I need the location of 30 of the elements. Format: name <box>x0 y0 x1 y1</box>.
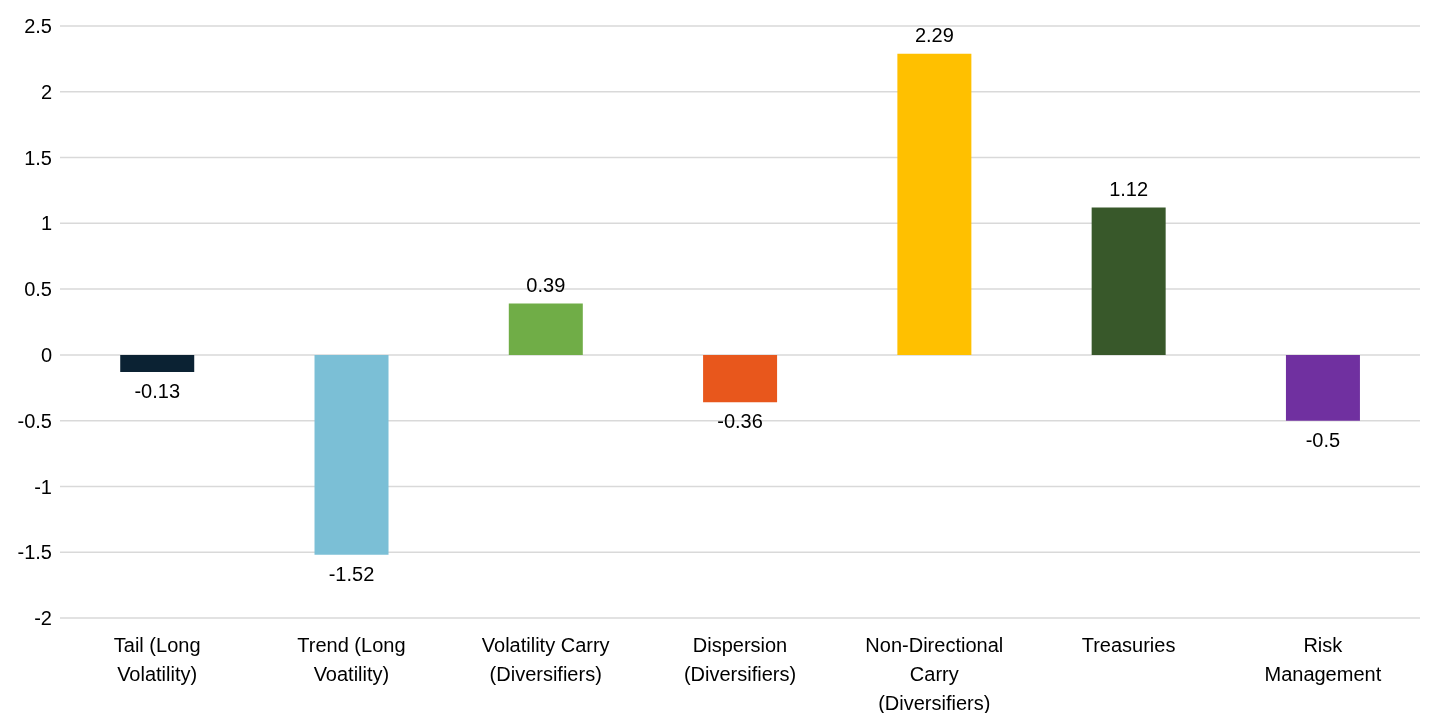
bar <box>508 303 583 355</box>
data-label: 1.12 <box>1109 177 1149 200</box>
data-label: -0.13 <box>134 379 181 402</box>
x-tick-label: Trend (Long Voatility) <box>297 634 406 685</box>
x-tick-label: Volatility Carry (Diversifiers) <box>481 634 610 685</box>
y-tick-label: -0.5 <box>17 409 52 432</box>
x-tick-label: Tail (Long Volatility) <box>113 634 201 685</box>
data-label: 2.29 <box>914 23 954 46</box>
y-tick-label: -2 <box>34 607 52 630</box>
bar <box>1091 207 1166 355</box>
y-tick-label: 2 <box>40 80 52 103</box>
bar <box>120 354 195 372</box>
y-tick-label: 1 <box>40 212 52 235</box>
y-tick-label: -1 <box>34 475 52 498</box>
data-label: -1.52 <box>328 562 375 585</box>
bar <box>703 354 778 403</box>
y-tick-label: 1.5 <box>24 146 52 169</box>
y-tick-label: 2.5 <box>24 15 52 38</box>
data-label: -0.36 <box>717 410 763 433</box>
bar <box>314 354 389 555</box>
y-tick-label: -1.5 <box>17 541 52 564</box>
y-tick-label: 0.5 <box>24 278 52 301</box>
y-tick-label: 0 <box>40 343 52 366</box>
bar <box>1285 354 1360 421</box>
x-tick-label: Dispersion (Diversifiers) <box>683 634 797 685</box>
x-tick-label: Risk Management <box>1264 634 1382 685</box>
data-label: 0.39 <box>526 273 566 296</box>
bar <box>897 53 972 355</box>
data-label: -0.5 <box>1305 428 1341 451</box>
x-tick-label: Treasuries <box>1081 634 1176 656</box>
